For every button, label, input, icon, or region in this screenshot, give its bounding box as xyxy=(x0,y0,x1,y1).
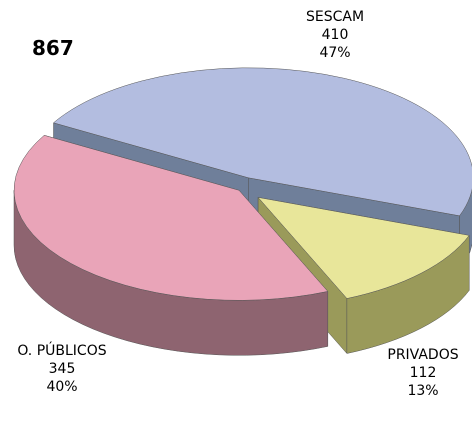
percent-label: 13% xyxy=(407,383,439,399)
slice-label: PRIVADOS 112 13% xyxy=(368,346,472,400)
value-label: 410 xyxy=(321,27,349,43)
value-label: 112 xyxy=(409,365,437,381)
value-label: 345 xyxy=(48,361,76,377)
slice-label: O. PÚBLICOS 345 40% xyxy=(12,342,112,396)
slice xyxy=(52,67,472,217)
total-label: 867 xyxy=(32,36,74,60)
slice xyxy=(257,197,470,299)
slice xyxy=(13,135,329,301)
category-label: PRIVADOS xyxy=(387,347,459,363)
category-label: O. PÚBLICOS xyxy=(17,343,107,359)
category-label: SESCAM xyxy=(305,9,365,25)
percent-label: 40% xyxy=(46,379,78,395)
percent-label: 47% xyxy=(319,45,351,61)
slice-label: SESCAM 410 47% xyxy=(280,8,390,62)
